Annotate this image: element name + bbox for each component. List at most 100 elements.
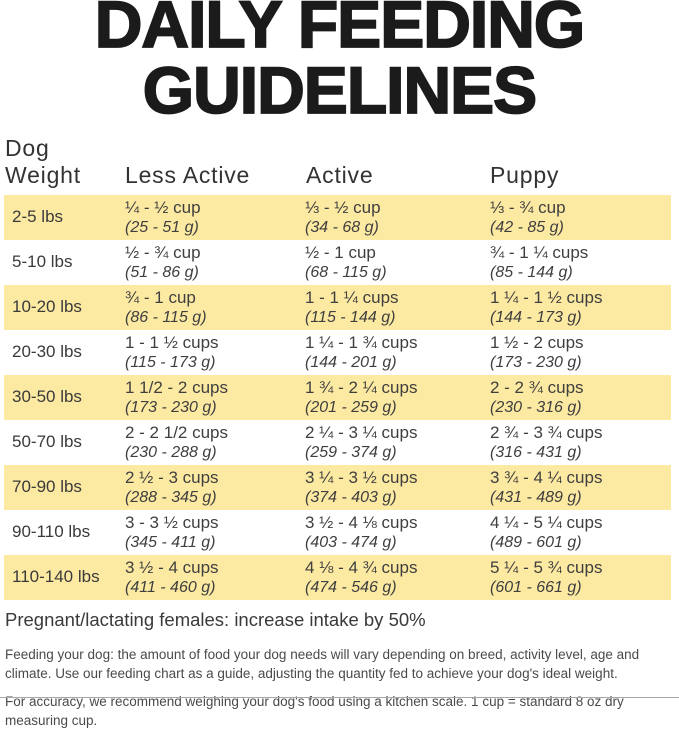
- less-active-cell: 2 - 2 1/2 cups (230 - 288 g): [125, 421, 305, 463]
- puppy-cell: 1 ¼ - 1 ½ cups (144 - 173 g): [490, 286, 671, 328]
- less-active-cell: ¼ - ½ cup (25 - 51 g): [125, 196, 305, 238]
- weight-cell: 20-30 lbs: [12, 342, 82, 361]
- less-active-cell: ¾ - 1 cup (86 - 115 g): [125, 286, 305, 328]
- active-cell: 4 ⅛ - 4 ¾ cups (474 - 546 g): [305, 556, 490, 598]
- header-puppy: Puppy: [490, 162, 560, 188]
- less-active-cell: 1 - 1 ½ cups (115 - 173 g): [125, 331, 305, 373]
- grams-amount: (230 - 288 g): [125, 444, 217, 461]
- puppy-cell: 2 ¾ - 3 ¾ cups (316 - 431 g): [490, 421, 671, 463]
- cups-amount: 2 - 2 ¾ cups: [490, 378, 584, 397]
- grams-amount: (173 - 230 g): [490, 354, 582, 371]
- accuracy-note: For accuracy, we recommend weighing your…: [5, 694, 624, 728]
- less-active-cell: ½ - ¾ cup (51 - 86 g): [125, 241, 305, 283]
- cups-amount: 2 - 2 1/2 cups: [125, 423, 229, 442]
- active-cell: 1 - 1 ¼ cups (115 - 144 g): [305, 286, 490, 328]
- grams-amount: (173 - 230 g): [125, 399, 217, 416]
- cups-amount: 4 ⅛ - 4 ¾ cups: [305, 558, 418, 577]
- grams-amount: (144 - 173 g): [490, 309, 582, 326]
- footer-notes: Feeding your dog: the amount of food you…: [5, 646, 673, 730]
- grams-amount: (601 - 661 g): [490, 579, 582, 596]
- cups-amount: 4 ¼ - 5 ¼ cups: [490, 513, 603, 532]
- table-row: 90-110 lbs 3 - 3 ½ cups (345 - 411 g) 3 …: [4, 510, 671, 555]
- header-active: Active: [306, 162, 374, 188]
- feeding-note: Feeding your dog: the amount of food you…: [5, 647, 640, 681]
- grams-amount: (374 - 403 g): [305, 489, 397, 506]
- cups-amount: ⅓ - ¾ cup: [490, 198, 566, 217]
- header-less-active: Less Active: [125, 162, 251, 188]
- cups-amount: 3 ½ - 4 ⅛ cups: [305, 513, 418, 532]
- cups-amount: 1 ¾ - 2 ¼ cups: [305, 378, 418, 397]
- cups-amount: ¾ - 1 cup: [125, 288, 196, 307]
- puppy-cell: 1 ½ - 2 cups (173 - 230 g): [490, 331, 671, 373]
- active-cell: 3 ½ - 4 ⅛ cups (403 - 474 g): [305, 511, 490, 553]
- table-row: 70-90 lbs 2 ½ - 3 cups (288 - 345 g) 3 ¼…: [4, 465, 671, 510]
- puppy-cell: ⅓ - ¾ cup (42 - 85 g): [490, 196, 671, 238]
- cups-amount: 2 ¾ - 3 ¾ cups: [490, 423, 603, 442]
- puppy-cell: 4 ¼ - 5 ¼ cups (489 - 601 g): [490, 511, 671, 553]
- grams-amount: (489 - 601 g): [490, 534, 582, 551]
- weight-cell: 90-110 lbs: [12, 522, 91, 541]
- grams-amount: (345 - 411 g): [125, 534, 216, 551]
- table-row: 10-20 lbs ¾ - 1 cup (86 - 115 g) 1 - 1 ¼…: [4, 285, 671, 330]
- weight-cell: 30-50 lbs: [12, 387, 82, 406]
- grams-amount: (201 - 259 g): [305, 399, 397, 416]
- grams-amount: (115 - 173 g): [125, 354, 216, 371]
- bottom-divider: [0, 697, 679, 698]
- grams-amount: (411 - 460 g): [125, 579, 216, 596]
- grams-amount: (115 - 144 g): [305, 309, 396, 326]
- puppy-cell: 5 ¼ - 5 ¾ cups (601 - 661 g): [490, 556, 671, 598]
- grams-amount: (403 - 474 g): [305, 534, 397, 551]
- weight-cell: 10-20 lbs: [12, 297, 82, 316]
- cups-amount: 1 - 1 ½ cups: [125, 333, 219, 352]
- grams-amount: (25 - 51 g): [125, 219, 199, 236]
- grams-amount: (85 - 144 g): [490, 264, 573, 281]
- grams-amount: (42 - 85 g): [490, 219, 564, 236]
- cups-amount: 3 ½ - 4 cups: [125, 558, 219, 577]
- cups-amount: 1 1/2 - 2 cups: [125, 378, 229, 397]
- grams-amount: (144 - 201 g): [305, 354, 397, 371]
- grams-amount: (68 - 115 g): [305, 264, 387, 281]
- cups-amount: 3 - 3 ½ cups: [125, 513, 219, 532]
- cups-amount: ½ - ¾ cup: [125, 243, 201, 262]
- grams-amount: (316 - 431 g): [490, 444, 582, 461]
- less-active-cell: 3 - 3 ½ cups (345 - 411 g): [125, 511, 305, 553]
- cups-amount: 5 ¼ - 5 ¾ cups: [490, 558, 603, 577]
- grams-amount: (230 - 316 g): [490, 399, 582, 416]
- weight-cell: 5-10 lbs: [12, 252, 73, 271]
- grams-amount: (51 - 86 g): [125, 264, 199, 281]
- active-cell: 1 ¼ - 1 ¾ cups (144 - 201 g): [305, 331, 490, 373]
- table-row: 2-5 lbs ¼ - ½ cup (25 - 51 g) ⅓ - ½ cup …: [4, 195, 671, 240]
- weight-cell: 2-5 lbs: [12, 207, 64, 226]
- active-cell: 2 ¼ - 3 ¼ cups (259 - 374 g): [305, 421, 490, 463]
- table-header: Dog Weight Less Active Active Puppy: [5, 135, 679, 189]
- less-active-cell: 2 ½ - 3 cups (288 - 345 g): [125, 466, 305, 508]
- cups-amount: 2 ¼ - 3 ¼ cups: [305, 423, 418, 442]
- cups-amount: 2 ½ - 3 cups: [125, 468, 219, 487]
- grams-amount: (431 - 489 g): [490, 489, 582, 506]
- active-cell: ⅓ - ½ cup (34 - 68 g): [305, 196, 490, 238]
- puppy-cell: 2 - 2 ¾ cups (230 - 316 g): [490, 376, 671, 418]
- active-cell: 1 ¾ - 2 ¼ cups (201 - 259 g): [305, 376, 490, 418]
- cups-amount: ½ - 1 cup: [305, 243, 376, 262]
- pregnant-note: Pregnant/lactating females: increase int…: [5, 609, 426, 630]
- page-title: DAILY FEEDING GUIDELINES: [0, 0, 679, 124]
- puppy-cell: ¾ - 1 ¼ cups (85 - 144 g): [490, 241, 671, 283]
- weight-cell: 110-140 lbs: [12, 567, 100, 586]
- active-cell: ½ - 1 cup (68 - 115 g): [305, 241, 490, 283]
- less-active-cell: 1 1/2 - 2 cups (173 - 230 g): [125, 376, 305, 418]
- cups-amount: 1 ¼ - 1 ¾ cups: [305, 333, 418, 352]
- cups-amount: ¾ - 1 ¼ cups: [490, 243, 589, 262]
- table-row: 5-10 lbs ½ - ¾ cup (51 - 86 g) ½ - 1 cup…: [4, 240, 671, 285]
- table-row: 20-30 lbs 1 - 1 ½ cups (115 - 173 g) 1 ¼…: [4, 330, 671, 375]
- cups-amount: 1 ½ - 2 cups: [490, 333, 584, 352]
- grams-amount: (34 - 68 g): [305, 219, 379, 236]
- grams-amount: (86 - 115 g): [125, 309, 207, 326]
- table-row: 50-70 lbs 2 - 2 1/2 cups (230 - 288 g) 2…: [4, 420, 671, 465]
- table-row: 110-140 lbs 3 ½ - 4 cups (411 - 460 g) 4…: [4, 555, 671, 600]
- cups-amount: 3 ¾ - 4 ¼ cups: [490, 468, 603, 487]
- feeding-table: 2-5 lbs ¼ - ½ cup (25 - 51 g) ⅓ - ½ cup …: [4, 195, 671, 600]
- cups-amount: 1 ¼ - 1 ½ cups: [490, 288, 603, 307]
- header-dog-weight: Dog Weight: [5, 135, 81, 188]
- weight-cell: 70-90 lbs: [12, 477, 82, 496]
- puppy-cell: 3 ¾ - 4 ¼ cups (431 - 489 g): [490, 466, 671, 508]
